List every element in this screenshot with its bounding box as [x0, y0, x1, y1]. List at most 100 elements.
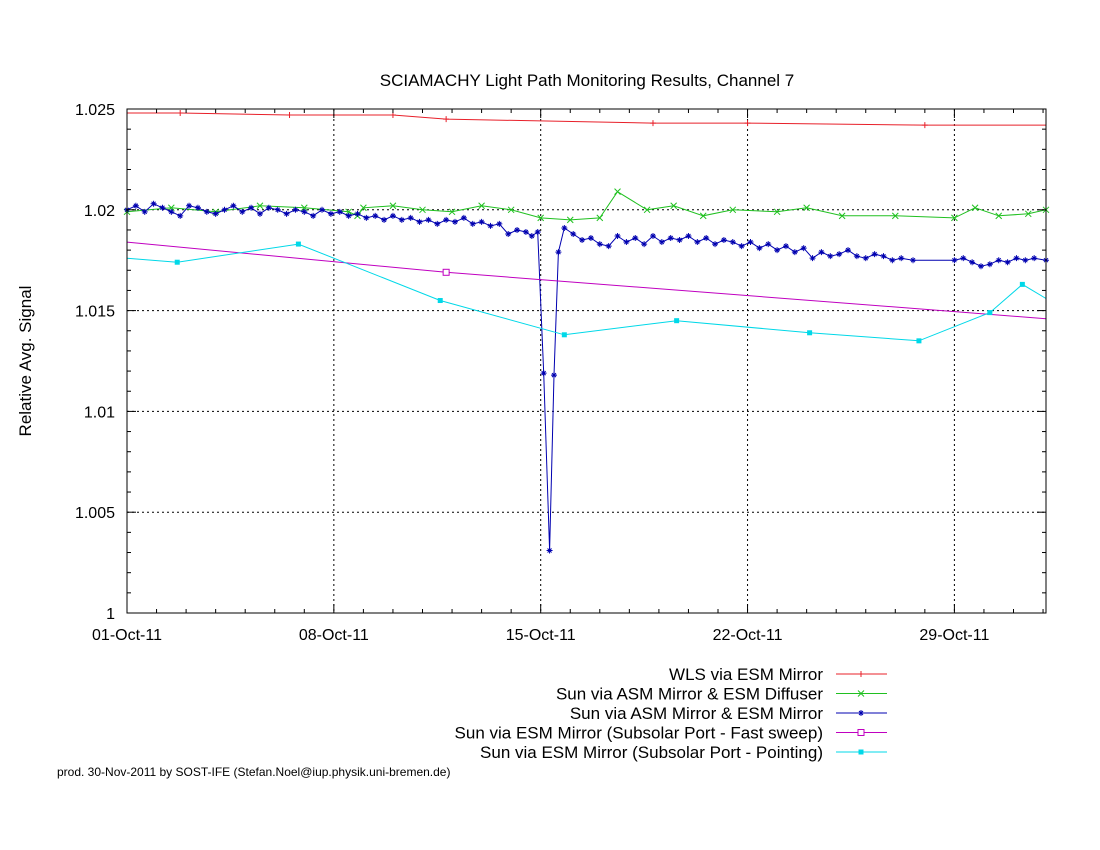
x-tick-label: 08-Oct-11: [299, 627, 369, 644]
series-line: [126, 241, 1047, 320]
data-point: [596, 241, 603, 248]
data-point: [807, 330, 813, 336]
y-axis-label: Relative Avg. Signal: [16, 286, 35, 437]
data-point: [827, 253, 834, 260]
data-point: [212, 210, 219, 217]
data-point: [442, 268, 450, 276]
data-point: [372, 212, 379, 219]
data-point: [987, 310, 993, 316]
data-point: [729, 206, 737, 214]
data-point: [434, 220, 441, 227]
data-point: [889, 257, 896, 264]
data-point: [1013, 255, 1020, 262]
data-point: [174, 259, 180, 265]
data-point: [703, 235, 710, 242]
data-point: [514, 226, 521, 233]
data-point: [286, 112, 293, 119]
data-point: [283, 210, 290, 217]
y-tick-label: 1.005: [75, 505, 115, 522]
data-point: [910, 257, 917, 264]
data-point: [496, 220, 503, 227]
x-tick-label: 22-Oct-11: [713, 627, 783, 644]
data-point: [658, 239, 665, 246]
data-point: [319, 206, 326, 213]
data-point: [971, 204, 979, 212]
data-point: [623, 239, 630, 246]
data-point: [738, 243, 745, 250]
data-point: [398, 216, 405, 223]
data-point: [301, 208, 308, 215]
data-point: [951, 257, 958, 264]
y-tick-label: 1.025: [75, 102, 115, 119]
legend-entry: Sun via ASM Mirror & ESM Mirror: [570, 704, 887, 723]
series-1: [127, 110, 1046, 129]
data-point: [747, 239, 754, 246]
data-point: [670, 202, 678, 210]
data-point: [150, 200, 157, 207]
data-point: [614, 233, 621, 240]
data-point: [570, 230, 577, 237]
data-point: [221, 206, 228, 213]
data-point: [1024, 210, 1032, 218]
data-point: [256, 210, 263, 217]
data-point: [649, 120, 656, 127]
series-line: [126, 243, 1047, 342]
series-5: [126, 241, 1047, 344]
data-point: [1031, 255, 1038, 262]
data-point: [880, 253, 887, 260]
data-point: [782, 243, 789, 250]
legend-label: Sun via ASM Mirror & ESM Mirror: [570, 704, 823, 723]
legend-marker: [857, 690, 865, 697]
data-point: [995, 257, 1002, 264]
legend-marker: [858, 671, 864, 677]
data-point: [381, 216, 388, 223]
data-point: [177, 212, 184, 219]
data-point: [765, 241, 772, 248]
data-point: [694, 239, 701, 246]
data-point: [168, 208, 175, 215]
x-tick-label: 15-Oct-11: [506, 627, 576, 644]
data-point: [256, 202, 264, 210]
legend-marker: [858, 710, 864, 716]
data-point: [363, 214, 370, 221]
data-point: [898, 255, 905, 262]
data-point: [809, 255, 816, 262]
data-point: [167, 204, 175, 212]
data-point: [995, 212, 1003, 220]
data-point: [550, 372, 557, 379]
data-point: [194, 204, 201, 211]
y-tick-label: 1.01: [84, 404, 115, 421]
data-point: [327, 210, 334, 217]
data-point: [345, 212, 352, 219]
data-point: [1004, 259, 1011, 266]
data-point: [292, 206, 299, 213]
data-point: [354, 210, 361, 217]
data-point: [389, 202, 397, 210]
data-point: [248, 204, 255, 211]
data-point: [969, 259, 976, 266]
legend-marker: [857, 729, 865, 736]
legend-entry: WLS via ESM Mirror: [669, 665, 887, 684]
data-point: [685, 233, 692, 240]
data-point: [853, 253, 860, 260]
data-point: [756, 245, 763, 252]
data-point: [566, 216, 574, 224]
data-point: [310, 212, 317, 219]
data-point: [478, 202, 485, 210]
legend-entry: Sun via ESM Mirror (Subsolar Port - Poin…: [480, 743, 887, 762]
data-point: [452, 218, 459, 225]
data-point: [838, 212, 846, 220]
data-point: [360, 204, 367, 212]
data-point: [561, 332, 567, 338]
data-point: [478, 218, 485, 225]
data-point: [265, 204, 272, 211]
data-point: [132, 202, 139, 209]
data-point: [744, 120, 751, 127]
data-point: [507, 206, 515, 214]
data-point: [667, 235, 674, 242]
data-point: [469, 220, 476, 227]
y-tick-label: 1.02: [84, 203, 115, 220]
data-point: [800, 245, 807, 252]
data-point: [676, 237, 683, 244]
data-point: [605, 243, 612, 250]
